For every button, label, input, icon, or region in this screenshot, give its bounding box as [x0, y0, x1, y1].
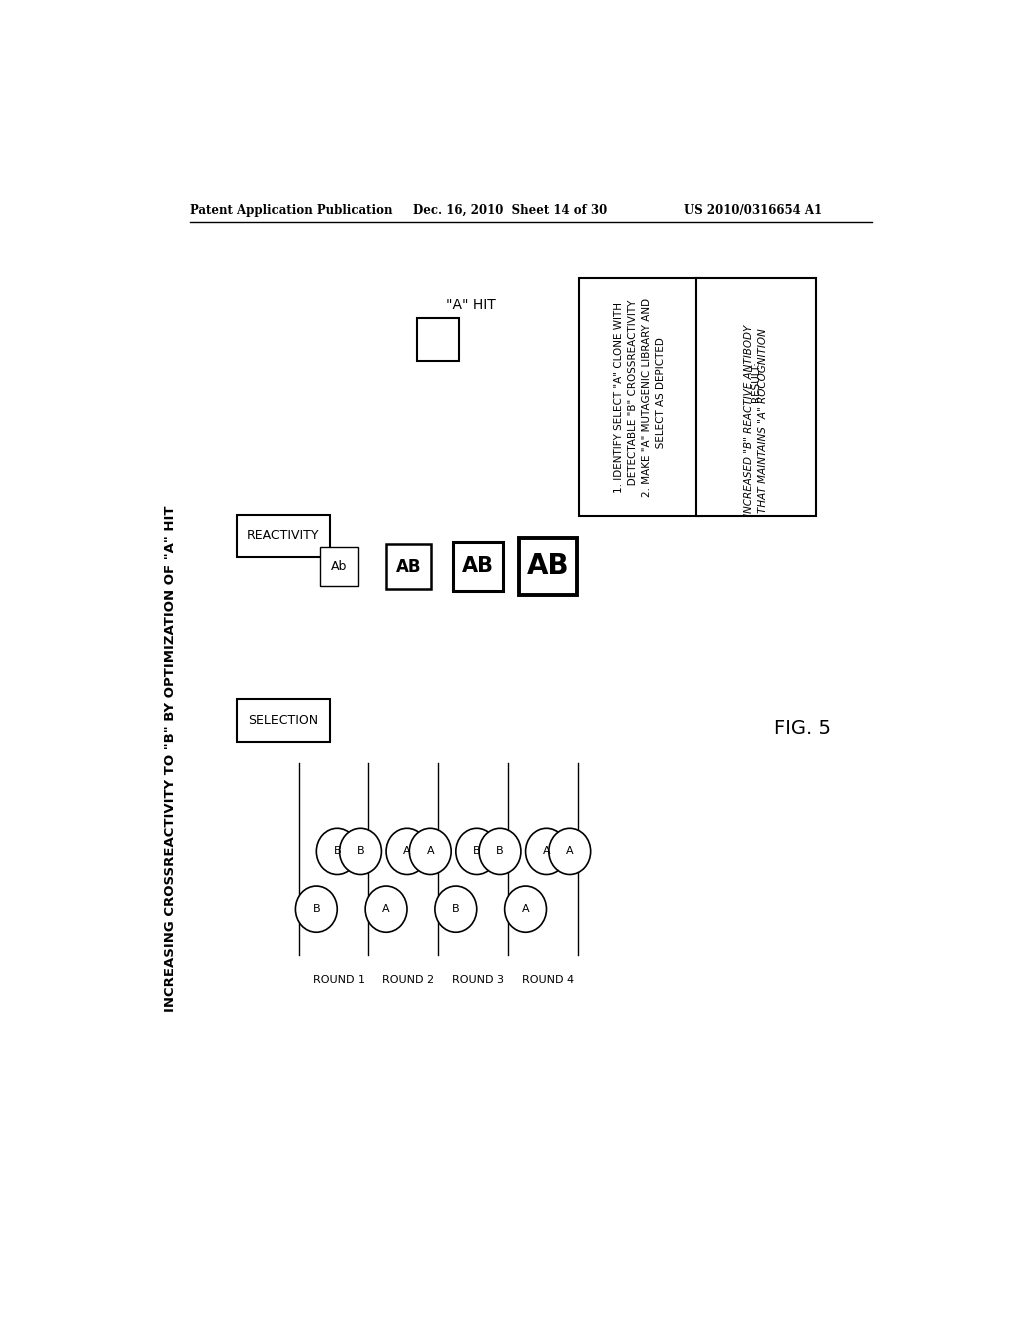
- Text: AB: AB: [462, 557, 495, 577]
- Text: RESULT:: RESULT:: [751, 362, 761, 403]
- Text: ROUND 4: ROUND 4: [522, 974, 574, 985]
- Ellipse shape: [316, 829, 358, 874]
- Ellipse shape: [366, 886, 407, 932]
- Ellipse shape: [435, 886, 477, 932]
- FancyBboxPatch shape: [237, 515, 330, 557]
- Text: AB: AB: [396, 557, 421, 576]
- FancyBboxPatch shape: [319, 548, 358, 586]
- Text: AB: AB: [526, 553, 569, 581]
- Text: FIG. 5: FIG. 5: [774, 718, 830, 738]
- Text: Dec. 16, 2010  Sheet 14 of 30: Dec. 16, 2010 Sheet 14 of 30: [414, 205, 607, 218]
- FancyBboxPatch shape: [386, 544, 431, 589]
- Text: B: B: [452, 904, 460, 915]
- Ellipse shape: [386, 829, 428, 874]
- Ellipse shape: [505, 886, 547, 932]
- Text: Patent Application Publication: Patent Application Publication: [190, 205, 392, 218]
- Text: ROUND 2: ROUND 2: [383, 974, 434, 985]
- Ellipse shape: [410, 829, 452, 874]
- Text: US 2010/0316654 A1: US 2010/0316654 A1: [684, 205, 822, 218]
- Ellipse shape: [479, 829, 521, 874]
- FancyBboxPatch shape: [695, 277, 816, 516]
- Text: A: A: [382, 904, 390, 915]
- Text: SELECTION: SELECTION: [248, 714, 318, 727]
- Text: ROUND 1: ROUND 1: [312, 974, 365, 985]
- Text: ROUND 3: ROUND 3: [453, 974, 504, 985]
- Text: B: B: [356, 846, 365, 857]
- Ellipse shape: [549, 829, 591, 874]
- Text: A: A: [543, 846, 550, 857]
- Text: REACTIVITY: REACTIVITY: [247, 529, 319, 543]
- Text: B: B: [497, 846, 504, 857]
- FancyBboxPatch shape: [237, 700, 330, 742]
- FancyBboxPatch shape: [417, 318, 460, 360]
- Ellipse shape: [456, 829, 498, 874]
- Text: 1. IDENTIFY SELECT "A" CLONE WITH
   DETECTABLE "B" CROSSREACTIVITY
2. MAKE "A" : 1. IDENTIFY SELECT "A" CLONE WITH DETECT…: [613, 297, 666, 496]
- Text: B: B: [334, 846, 341, 857]
- Ellipse shape: [340, 829, 381, 874]
- Text: INCREASED "B" REACTIVE ANTIBODY
THAT MAINTAINS "A" ROCOGNITION: INCREASED "B" REACTIVE ANTIBODY THAT MAI…: [743, 325, 768, 516]
- FancyBboxPatch shape: [580, 277, 699, 516]
- Text: A: A: [522, 904, 529, 915]
- FancyBboxPatch shape: [454, 541, 504, 591]
- Text: Ab: Ab: [331, 560, 347, 573]
- FancyBboxPatch shape: [519, 539, 577, 595]
- Text: B: B: [473, 846, 480, 857]
- Text: A: A: [566, 846, 573, 857]
- Ellipse shape: [525, 829, 567, 874]
- Text: INCREASING CROSSREACTIVITY TO "B" BY OPTIMIZATION OF "A" HIT: INCREASING CROSSREACTIVITY TO "B" BY OPT…: [164, 506, 177, 1012]
- Text: "A" HIT: "A" HIT: [445, 298, 496, 312]
- Text: B: B: [312, 904, 321, 915]
- Text: A: A: [426, 846, 434, 857]
- Ellipse shape: [295, 886, 337, 932]
- Text: A: A: [403, 846, 411, 857]
